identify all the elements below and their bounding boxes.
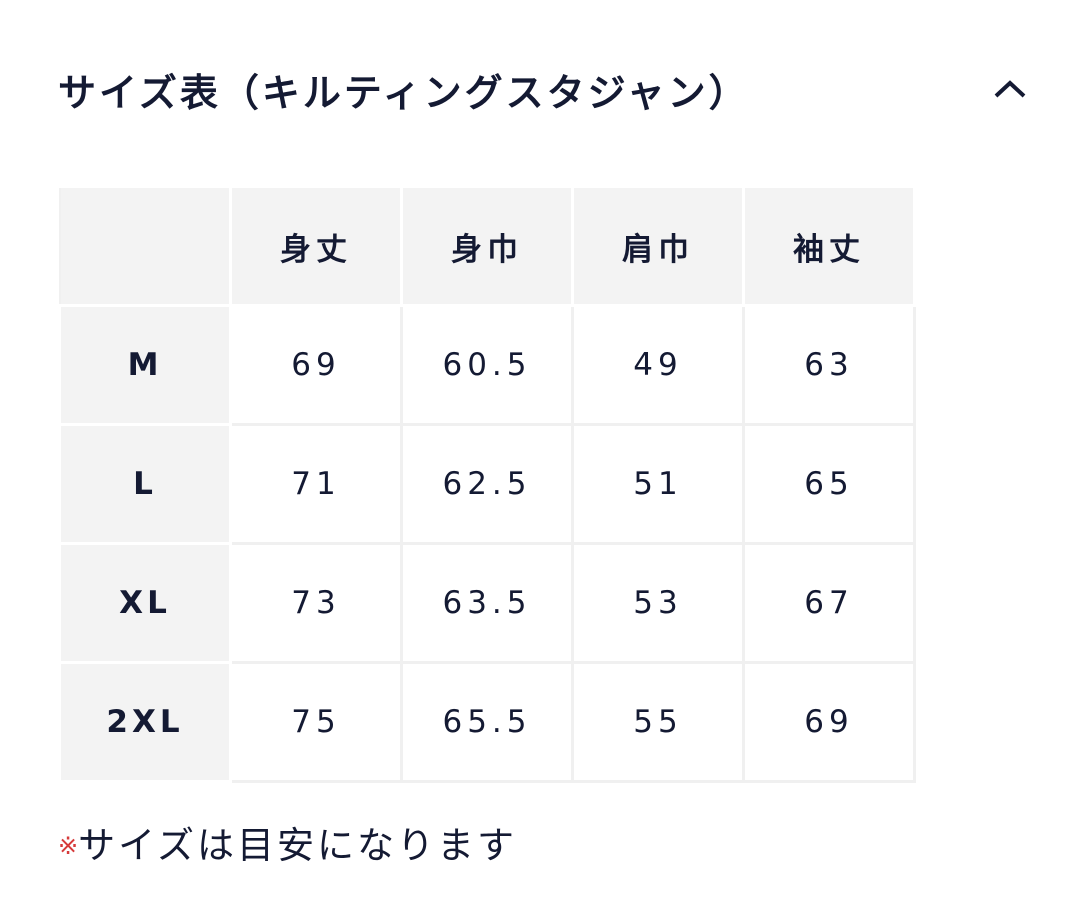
table-cell: 73 — [229, 542, 403, 664]
table-cell: 62.5 — [400, 423, 574, 545]
table-cell: 69 — [229, 304, 403, 426]
table-cell: 65 — [742, 423, 916, 545]
size-note: ※サイズは目安になります — [58, 815, 517, 869]
table-cell: 49 — [571, 304, 745, 426]
row-header-size: L — [58, 423, 232, 545]
section-title: サイズ表（キルティングスタジャン） — [58, 71, 750, 115]
table-row: L 71 62.5 51 65 — [58, 423, 916, 545]
table-cell: 75 — [229, 661, 403, 783]
table-row: M 69 60.5 49 63 — [58, 304, 916, 426]
table-cell: 67 — [742, 542, 916, 664]
table-cell: 53 — [571, 542, 745, 664]
row-header-size: XL — [58, 542, 232, 664]
column-header-empty — [59, 185, 232, 307]
note-mark: ※ — [58, 832, 79, 860]
table-cell: 65.5 — [400, 661, 574, 783]
column-header-length: 身丈 — [229, 185, 403, 307]
chevron-up-icon[interactable] — [992, 74, 1028, 104]
table-cell: 51 — [571, 423, 745, 545]
note-text: サイズは目安になります — [78, 824, 517, 867]
column-header-body-width: 身巾 — [400, 185, 574, 307]
table-header-row: 身丈 身巾 肩巾 袖丈 — [59, 185, 916, 307]
table-row: 2XL 75 65.5 55 69 — [58, 661, 916, 783]
row-header-size: M — [58, 304, 232, 426]
table-cell: 69 — [742, 661, 916, 783]
column-header-shoulder: 肩巾 — [571, 185, 745, 307]
column-header-sleeve: 袖丈 — [742, 185, 916, 307]
table-cell: 63.5 — [400, 542, 574, 664]
size-table: 身丈 身巾 肩巾 袖丈 M 69 60.5 49 63 L 71 62.5 51 65 XL 73 63… — [58, 185, 916, 783]
table-row: XL 73 63.5 53 67 — [58, 542, 916, 664]
table-cell: 63 — [742, 304, 916, 426]
table-cell: 55 — [571, 661, 745, 783]
row-header-size: 2XL — [58, 661, 232, 783]
table-cell: 60.5 — [400, 304, 574, 426]
table-cell: 71 — [229, 423, 403, 545]
